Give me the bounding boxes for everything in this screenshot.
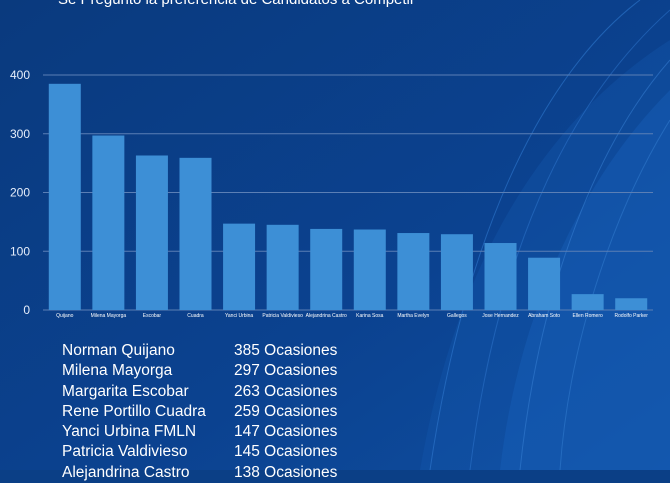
list-item: Yanci Urbina FMLN 147 Ocasiones [62,422,662,442]
x-tick-label: Karina Sosa [356,313,383,319]
x-tick-label: Quijano [56,313,73,319]
x-tick-label: Jose Hernandez [482,313,519,319]
candidate-count: 385 Ocasiones [234,342,338,359]
y-tick-label: 0 [23,303,30,317]
candidate-name: Norman Quijano [62,342,175,359]
y-tick-label: 100 [10,244,30,258]
candidate-name: Margarita Escobar [62,382,189,400]
x-tick-label: Martha Evelyn [397,313,429,319]
candidate-count: 263 Ocasiones [234,382,338,400]
bar [310,228,343,310]
y-tick-label: 300 [10,127,30,141]
bar [135,155,168,310]
list-item: Rene Portillo Cuadra 259 Ocasiones [62,402,662,422]
list-item: Patricia Valdivieso 145 Ocasiones [62,442,662,462]
bar [440,234,473,310]
x-tick-label: Ellen Romero [572,313,603,319]
x-axis-labels: Quijano Milena Mayorga Escobar Cuadra Yanci … [56,313,648,319]
bars [48,83,648,310]
chart-subtitle: Se Preguntó la preferencia de Candidatos… [58,0,658,8]
list-item: Alejandrina Castro 138 Ocasiones [62,463,662,483]
bar [179,157,212,310]
candidate-name: Rene Portillo Cuadra [62,402,206,420]
x-tick-label: Escobar [143,313,162,319]
y-tick-label: 400 [10,68,30,82]
background-decoration [0,0,670,470]
x-tick-label: Milena Mayorga [91,313,127,319]
x-tick-label: Patricia Valdivieso [262,313,303,319]
candidate-name: Yanci Urbina FMLN [62,423,197,441]
y-tick-label: 200 [10,186,30,200]
bar [484,243,517,310]
bar [353,229,386,310]
gridlines [43,74,653,311]
bar [48,83,81,310]
candidate-count: 259 Ocasiones [234,402,338,420]
x-tick-label: Alejandrina Castro [306,313,347,319]
bar [528,257,561,310]
bar [223,223,256,310]
candidate-name: Milena Mayorga [62,362,173,380]
bar [397,233,430,310]
bar [571,294,604,310]
candidate-count: 147 Ocasiones [234,423,338,441]
list-item: Milena Mayorga 297 Ocasiones [62,361,662,381]
bar [266,224,299,310]
x-tick-label: Cuadra [187,313,204,319]
candidate-count: 145 Ocasiones [234,443,338,461]
x-tick-label: Rodolfo Parker [615,313,649,319]
candidate-list: Norman Quijano 385 Ocasiones Milena Mayorg… [62,341,662,483]
x-tick-label: Abraham Soto [528,313,560,319]
y-axis-ticks: 0 100 200 300 400 [10,68,30,317]
list-item: Norman Quijano 385 Ocasiones [62,341,662,361]
candidate-name: Patricia Valdivieso [62,443,188,461]
x-tick-label: Yanci Urbina [225,313,253,319]
candidate-count: 297 Ocasiones [234,362,338,380]
list-item: Margarita Escobar 263 Ocasiones [62,382,662,402]
candidate-count: 138 Ocasiones [234,463,338,481]
bar [92,135,125,310]
candidate-name: Alejandrina Castro [62,463,190,481]
bar-chart: 0 100 200 300 400 Quijano Milena Mayorga Escob… [10,68,653,319]
bar [615,298,648,310]
x-tick-label: Gallegos [447,313,467,319]
